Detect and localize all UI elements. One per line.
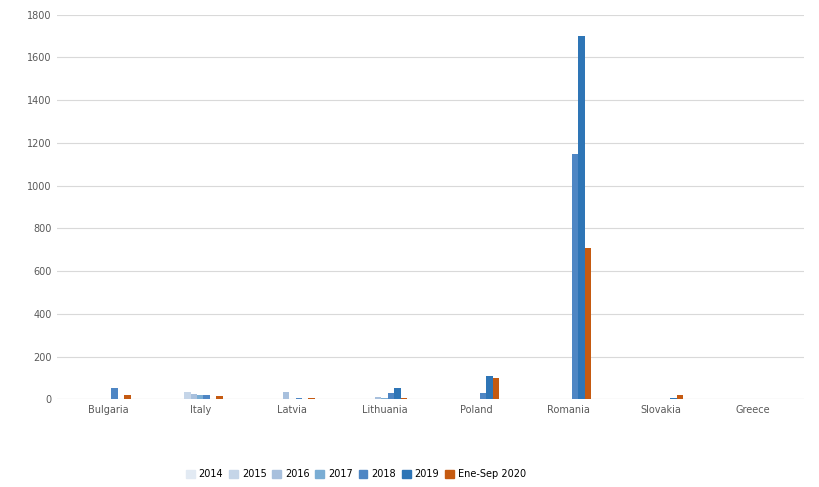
Bar <box>295 397 301 399</box>
Bar <box>381 398 387 399</box>
Bar <box>111 388 118 399</box>
Bar <box>670 398 676 399</box>
Bar <box>387 393 394 399</box>
Bar <box>308 398 314 399</box>
Bar <box>577 36 584 399</box>
Bar <box>584 247 590 399</box>
Bar <box>124 395 130 399</box>
Bar <box>492 378 499 399</box>
Bar <box>400 397 406 399</box>
Bar <box>676 395 682 399</box>
Bar <box>203 395 210 399</box>
Bar <box>190 394 197 399</box>
Bar <box>374 397 381 399</box>
Bar <box>571 153 577 399</box>
Bar <box>197 395 203 399</box>
Bar <box>183 392 190 399</box>
Bar <box>394 388 400 399</box>
Legend: 2014, 2015, 2016, 2017, 2018, 2019, Ene-Sep 2020: 2014, 2015, 2016, 2017, 2018, 2019, Ene-… <box>186 469 525 479</box>
Bar <box>486 376 492 399</box>
Bar <box>216 396 223 399</box>
Bar <box>479 393 486 399</box>
Bar <box>283 392 289 399</box>
